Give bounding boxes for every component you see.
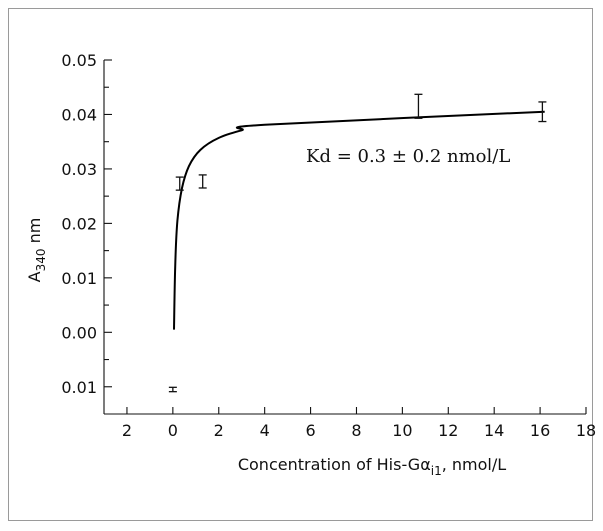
x-axis-title-main: Concentration of His-Gα (238, 455, 431, 474)
x-axis-title: Concentration of His-Gαi1, nmol/L (238, 455, 506, 478)
axes (103, 60, 586, 415)
x-tick-label: 2 (214, 421, 224, 440)
y-tick-label: 0.05 (61, 51, 97, 70)
x-ticks: 2 0 2 4 6 8 10 12 14 16 18 (122, 407, 596, 440)
data-point (198, 174, 207, 189)
data-point (168, 386, 177, 393)
y-axis-title-sub: 340 (34, 248, 48, 271)
x-tick-label: 18 (576, 421, 596, 440)
x-axis-title-sub: i1 (431, 464, 442, 478)
data-point (175, 176, 184, 191)
data-point (538, 101, 547, 123)
y-ticks: 0.01 0.00 0.01 0.02 0.03 0.04 0.05 (61, 51, 112, 397)
y-tick-label: 0.02 (61, 214, 97, 233)
y-tick-label: 0.01 (61, 378, 97, 397)
x-tick-label: 0 (168, 421, 178, 440)
x-tick-label: 2 (122, 421, 132, 440)
figure-frame (8, 8, 593, 521)
x-tick-label: 4 (260, 421, 270, 440)
x-tick-label: 6 (305, 421, 315, 440)
y-axis-title: A340 nm (25, 218, 48, 283)
x-tick-label: 16 (530, 421, 550, 440)
y-tick-label: 0.03 (61, 160, 97, 179)
x-tick-label: 10 (392, 421, 412, 440)
kd-annotation: Kd = 0.3 ± 0.2 nmol/L (306, 146, 510, 167)
fit-curve (173, 110, 545, 330)
data-point (414, 93, 423, 119)
y-tick-label: 0.04 (61, 105, 97, 124)
y-tick-label: 0.00 (61, 323, 97, 342)
x-tick-label: 8 (351, 421, 361, 440)
y-axis-title-suffix: nm (25, 218, 44, 249)
y-tick-label: 0.01 (61, 269, 97, 288)
x-tick-label: 12 (438, 421, 458, 440)
x-axis-title-suffix: , nmol/L (442, 455, 507, 474)
y-axis-title-main: A (25, 271, 44, 282)
x-tick-label: 14 (484, 421, 504, 440)
data-points (168, 93, 547, 393)
